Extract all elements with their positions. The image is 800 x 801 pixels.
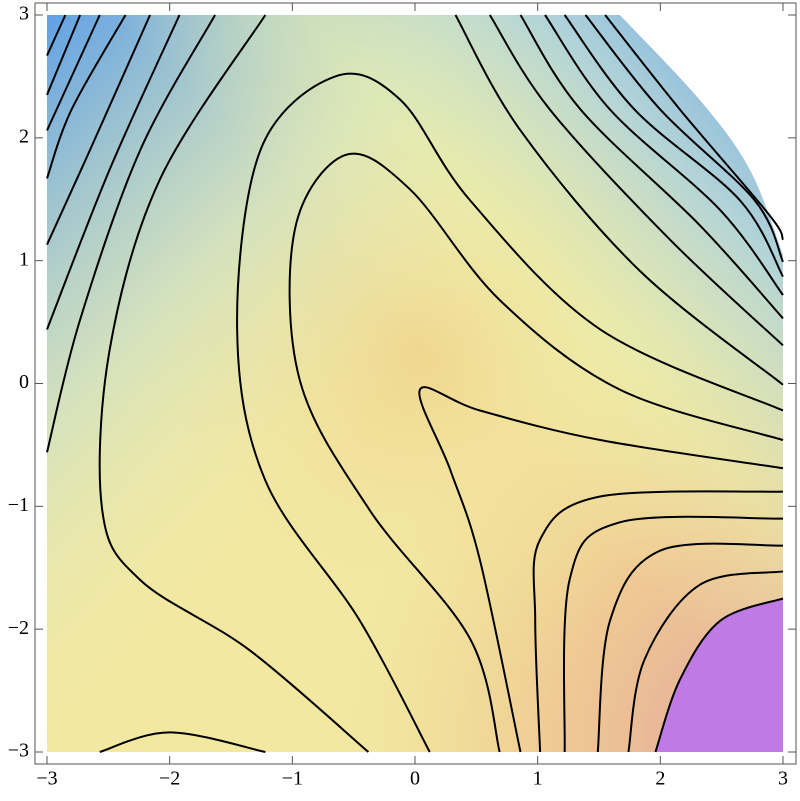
y-tick-label: −3 <box>8 740 29 762</box>
contour-line <box>46 14 67 56</box>
x-tick-label: −2 <box>159 768 180 790</box>
contour-line <box>563 14 784 278</box>
y-tick-label: 3 <box>19 3 29 25</box>
contour-line <box>46 14 82 96</box>
x-tick-label: 2 <box>655 768 665 790</box>
y-tick-label: 0 <box>19 371 29 393</box>
y-tick-label: 1 <box>19 248 29 270</box>
contour-line <box>46 14 216 453</box>
x-tick-label: −3 <box>36 768 57 790</box>
x-tick-label: 3 <box>778 768 788 790</box>
contour-line <box>46 14 101 131</box>
axes: −3 −2 −1 0 1 2 3 −3 −2 −1 0 1 2 3 <box>8 3 796 790</box>
contour-line <box>418 386 784 753</box>
contour-line <box>627 570 784 753</box>
shading <box>47 13 785 752</box>
contour-line <box>454 14 784 386</box>
x-tick-label: 1 <box>533 768 543 790</box>
contour-line <box>654 597 784 753</box>
contour-line <box>98 14 370 753</box>
contour-line <box>596 542 784 753</box>
contour-line <box>99 731 266 753</box>
contour-line <box>544 14 784 296</box>
contour-line <box>236 72 784 753</box>
contour-line <box>604 14 784 241</box>
contour-line <box>46 14 127 179</box>
y-tick-label: −2 <box>8 617 29 639</box>
contour-line <box>562 515 784 753</box>
contour-line <box>46 14 151 246</box>
contour-line <box>584 14 784 263</box>
contours <box>46 14 784 753</box>
contour-line <box>532 490 784 753</box>
contour-line <box>288 152 784 753</box>
clipped-region <box>619 13 785 255</box>
y-tick-label: −1 <box>8 494 29 516</box>
low-region <box>655 598 783 752</box>
x-tick-label: 0 <box>410 768 420 790</box>
y-tick-label: 2 <box>19 125 29 147</box>
contour-line <box>46 14 181 330</box>
contour-line <box>488 14 784 347</box>
contour-line <box>519 14 784 320</box>
corner-fill <box>47 15 783 752</box>
x-tick-label: −1 <box>282 768 303 790</box>
